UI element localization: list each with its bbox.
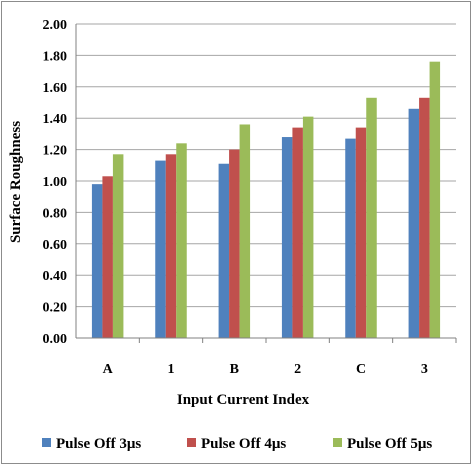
- legend-label-series-3: Pulse Off 5μs: [347, 436, 432, 452]
- bar-2-series-1: [281, 137, 293, 338]
- bar-A-series-1: [91, 184, 103, 338]
- bar-2-series-2: [292, 127, 303, 339]
- bar-B-series-1: [218, 163, 230, 338]
- y-tick-label: 1.00: [43, 175, 68, 190]
- y-tick-label: 0.80: [43, 206, 68, 221]
- bar-B-series-2: [229, 149, 240, 338]
- bar-3-series-2: [419, 97, 430, 338]
- y-tick-labels: 0.00 0.20 0.40 0.60 0.80 1.00 1.20 1.40 1.60 1.80…: [43, 18, 68, 347]
- bar-A-series-3: [112, 154, 124, 338]
- bar-1-series-2: [165, 154, 177, 338]
- y-tick-label: 1.20: [43, 144, 68, 159]
- legend-swatch-series-1: [42, 438, 51, 447]
- y-tick-label: 1.40: [43, 112, 68, 127]
- legend-swatch-series-3: [333, 438, 342, 447]
- x-tick-label: 3: [421, 362, 428, 377]
- x-tick-label: A: [103, 362, 114, 377]
- y-tick-label: 2.00: [43, 18, 68, 33]
- bar-C-series-1: [345, 138, 356, 338]
- x-tick-labels: A 1 B 2 C 3: [103, 362, 428, 377]
- y-tick-label: 1.80: [43, 49, 68, 64]
- legend: Pulse Off 3μs Pulse Off 4μs Pulse Off 5μs: [42, 436, 432, 452]
- x-tick-label: C: [356, 362, 366, 377]
- axes: [75, 24, 457, 343]
- bar-C-series-3: [366, 97, 377, 338]
- x-tick-label: B: [230, 362, 239, 377]
- legend-label-series-2: Pulse Off 4μs: [201, 436, 286, 452]
- y-tick-label: 0.60: [43, 238, 68, 253]
- bar-1-series-3: [176, 143, 187, 338]
- x-tick-label: 2: [294, 362, 301, 377]
- bar-A-series-2: [102, 176, 113, 338]
- bar-C-series-2: [355, 127, 367, 339]
- x-tick-label: 1: [168, 362, 175, 377]
- legend-label-series-1: Pulse Off 3μs: [56, 436, 141, 452]
- y-tick-label: 0.20: [43, 301, 68, 316]
- bar-2-series-3: [302, 116, 314, 338]
- gridlines: [76, 23, 456, 339]
- y-axis-title: Surface Roughness: [8, 121, 24, 243]
- bar-B-series-3: [239, 124, 251, 338]
- y-tick-label: 0.40: [43, 269, 68, 284]
- y-tick-label: 1.60: [43, 81, 68, 96]
- y-tick-label: 0.00: [43, 332, 68, 347]
- bar-3-series-1: [408, 108, 420, 338]
- bars: [91, 61, 441, 339]
- bar-3-series-3: [429, 61, 441, 339]
- bar-1-series-1: [155, 160, 166, 338]
- legend-swatch-series-2: [187, 438, 196, 447]
- x-axis-title: Input Current Index: [177, 392, 310, 408]
